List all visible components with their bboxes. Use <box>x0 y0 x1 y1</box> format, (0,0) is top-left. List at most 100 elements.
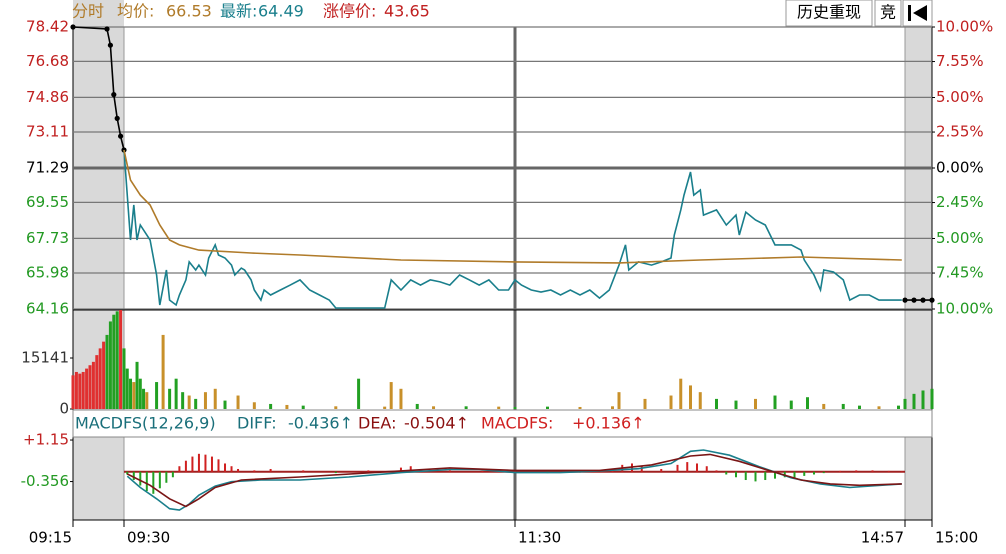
volume-bar <box>135 361 139 409</box>
arrow-bar[interactable] <box>908 5 911 21</box>
button-label[interactable]: 竞 <box>880 3 896 22</box>
legend-label: DEA: <box>358 414 396 433</box>
volume-bar <box>129 378 133 409</box>
volume-bar <box>715 398 718 409</box>
volume-bar <box>897 405 900 409</box>
macd-bar <box>448 470 451 472</box>
volume-bar <box>698 392 702 409</box>
volume-bar <box>142 388 146 409</box>
replay-button[interactable]: 历史重现 <box>785 0 873 27</box>
volume-bar <box>168 388 172 409</box>
macd-header-box <box>72 409 933 438</box>
macd-bar <box>269 468 272 472</box>
volume-bar <box>269 403 273 409</box>
volume-bar <box>285 404 289 409</box>
volume-bar <box>669 395 673 409</box>
line <box>123 149 902 309</box>
macd-bar <box>210 456 213 472</box>
avg-label: 均价: <box>117 2 154 21</box>
volume-bar <box>754 398 757 409</box>
volume-bar <box>174 378 178 409</box>
macd-bar <box>184 460 187 472</box>
point <box>902 297 908 303</box>
y-tick-label: +1.15 <box>23 431 69 449</box>
legend-value: -0.504↑ <box>404 414 469 433</box>
grid <box>70 26 935 527</box>
macd-bar <box>822 471 825 474</box>
y2-tick-label: 0.00% <box>936 159 984 177</box>
macd-bar <box>686 462 689 472</box>
button-frame[interactable] <box>874 0 902 27</box>
macd-bar <box>481 470 484 472</box>
y2-tick-label: 2.55% <box>936 123 984 141</box>
macd-bar <box>334 471 337 474</box>
macd-bar <box>813 471 815 475</box>
x-tick-label: 09:30 <box>127 529 170 547</box>
mode-label: 分时 <box>72 2 104 21</box>
macd-title: MACDFS(12,26,9) <box>75 414 216 433</box>
volume-bar <box>115 311 119 409</box>
volume-bar <box>74 371 78 409</box>
button-label[interactable]: 历史重现 <box>797 3 861 22</box>
volume-bar <box>822 403 826 409</box>
y-tick-label: 78.42 <box>26 18 69 36</box>
macd-bar <box>132 471 135 481</box>
macd-bar <box>158 471 161 489</box>
macd-bar <box>171 471 174 478</box>
volume-bar <box>71 375 75 409</box>
volume-bar <box>122 348 126 409</box>
volume-bar <box>399 388 403 409</box>
avg-value: 66.53 <box>166 2 212 21</box>
volume-bar <box>112 314 116 409</box>
y2-tick-label: 7.45% <box>936 264 984 282</box>
macd-bar <box>302 470 305 472</box>
volume-bar <box>132 382 136 409</box>
volume-bar <box>85 368 89 409</box>
volume-bar <box>236 395 240 409</box>
macd-bar <box>253 470 256 472</box>
line <box>123 149 902 264</box>
volume-bar <box>145 392 149 409</box>
volume-bar <box>546 406 549 409</box>
macd-bar <box>178 466 181 472</box>
limit-value: 43.65 <box>384 2 430 21</box>
volume-bar <box>921 390 925 409</box>
macd-bar <box>367 470 370 472</box>
volume-bar <box>119 310 123 409</box>
y-tick-label: 67.73 <box>26 229 69 247</box>
volume-bar <box>578 406 582 409</box>
point <box>118 133 124 139</box>
y2-tick-label: 7.55% <box>936 52 984 70</box>
macd-bar <box>126 471 129 475</box>
macd-bar <box>230 466 233 472</box>
point <box>920 297 926 303</box>
point <box>104 26 110 32</box>
marks <box>70 24 935 511</box>
volume-bar <box>841 403 845 409</box>
volume-bar <box>383 406 387 409</box>
arrow-head[interactable] <box>913 5 927 21</box>
button-frame[interactable] <box>785 0 873 27</box>
y-tick-label: 15141 <box>21 349 69 367</box>
auction-button[interactable]: 竞 <box>874 0 902 27</box>
macd-bar <box>744 471 747 481</box>
y-tick-label: 76.68 <box>26 52 69 70</box>
volume-bar <box>88 365 92 409</box>
volume-bar <box>161 334 165 409</box>
line <box>126 453 902 508</box>
volume-bar <box>108 321 112 409</box>
macd-bar <box>399 467 402 472</box>
macd-bar <box>793 471 796 479</box>
macd-bar <box>705 466 708 472</box>
y-tick-label: 71.29 <box>26 159 69 177</box>
macd-bar <box>774 471 776 479</box>
volume-bar <box>806 397 809 409</box>
macd-bar <box>152 471 155 494</box>
volume-bar <box>611 406 614 409</box>
volume-bar <box>194 398 198 409</box>
close-shade <box>905 0 932 520</box>
volume-bar <box>155 382 159 409</box>
back-button[interactable] <box>902 0 933 27</box>
x-tick-label: 15:00 <box>935 529 978 547</box>
